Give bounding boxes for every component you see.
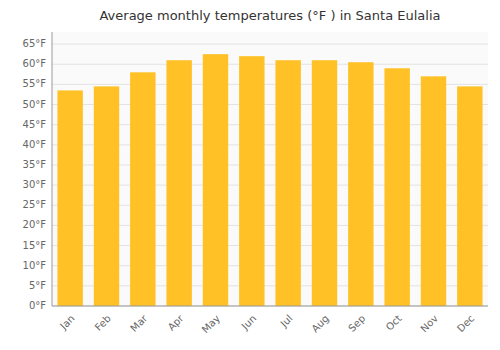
plot-background [52,32,488,306]
y-axis-line [52,32,53,306]
y-tick-label: 45°F [23,119,47,130]
grid-line [52,306,488,307]
x-tick-label: Apr [166,312,187,333]
grid-line [52,64,488,65]
chart-container: 0°F 5°F 10°F 15°F 20°F 25°F 30°F 35°F 40°F 45°F 50… [0,0,500,350]
x-tick-label: Jun [239,313,259,333]
bar [57,90,82,306]
x-tick-label: Jul [278,313,295,330]
bar [384,68,409,306]
y-tick-label: 40°F [23,139,47,150]
x-tick-labels: Jan Feb Mar Apr May Jun Jul Aug Sep Oct Nov Dec [57,312,476,335]
grid [52,44,488,306]
x-axis-line [52,306,488,307]
bar [203,54,228,306]
x-tick-label: Aug [309,313,331,335]
y-tick-label: 10°F [23,260,47,271]
y-tick-label: 65°F [23,38,47,49]
x-tick-label: Nov [418,313,440,335]
x-tick-label: Jan [57,313,76,332]
y-tick-label: 20°F [23,219,47,230]
bar [457,86,482,306]
y-tick-label: 15°F [23,240,47,251]
grid-line [52,44,488,45]
y-tick-label: 50°F [23,99,47,110]
y-tick-label: 25°F [23,199,47,210]
y-tick-label: 30°F [23,179,47,190]
chart-title: Average monthly temperatures (°F ) in Sa… [99,8,440,23]
x-tick-label: Dec [455,313,476,334]
x-tick-label: Feb [93,313,113,333]
bar [312,60,337,306]
x-tick-label: Oct [384,313,404,333]
y-tick-label: 55°F [23,78,47,89]
bar [275,60,300,306]
bar [239,56,264,306]
y-tick-label: 5°F [29,280,46,291]
chart-svg: 0°F 5°F 10°F 15°F 20°F 25°F 30°F 35°F 40°F 45°F 50… [0,0,500,350]
bar [94,86,119,306]
bars [57,54,482,306]
x-tick-label: Sep [346,313,367,334]
y-tick-label: 0°F [29,300,46,311]
y-tick-labels: 0°F 5°F 10°F 15°F 20°F 25°F 30°F 35°F 40°F 45°F 50… [23,38,47,311]
y-tick-label: 60°F [23,58,47,69]
bar [166,60,191,306]
x-tick-label: May [200,313,222,335]
x-tick-label: Mar [128,312,150,334]
bar [130,72,155,306]
bar [421,76,446,306]
bar [348,62,373,306]
y-tick-label: 35°F [23,159,47,170]
